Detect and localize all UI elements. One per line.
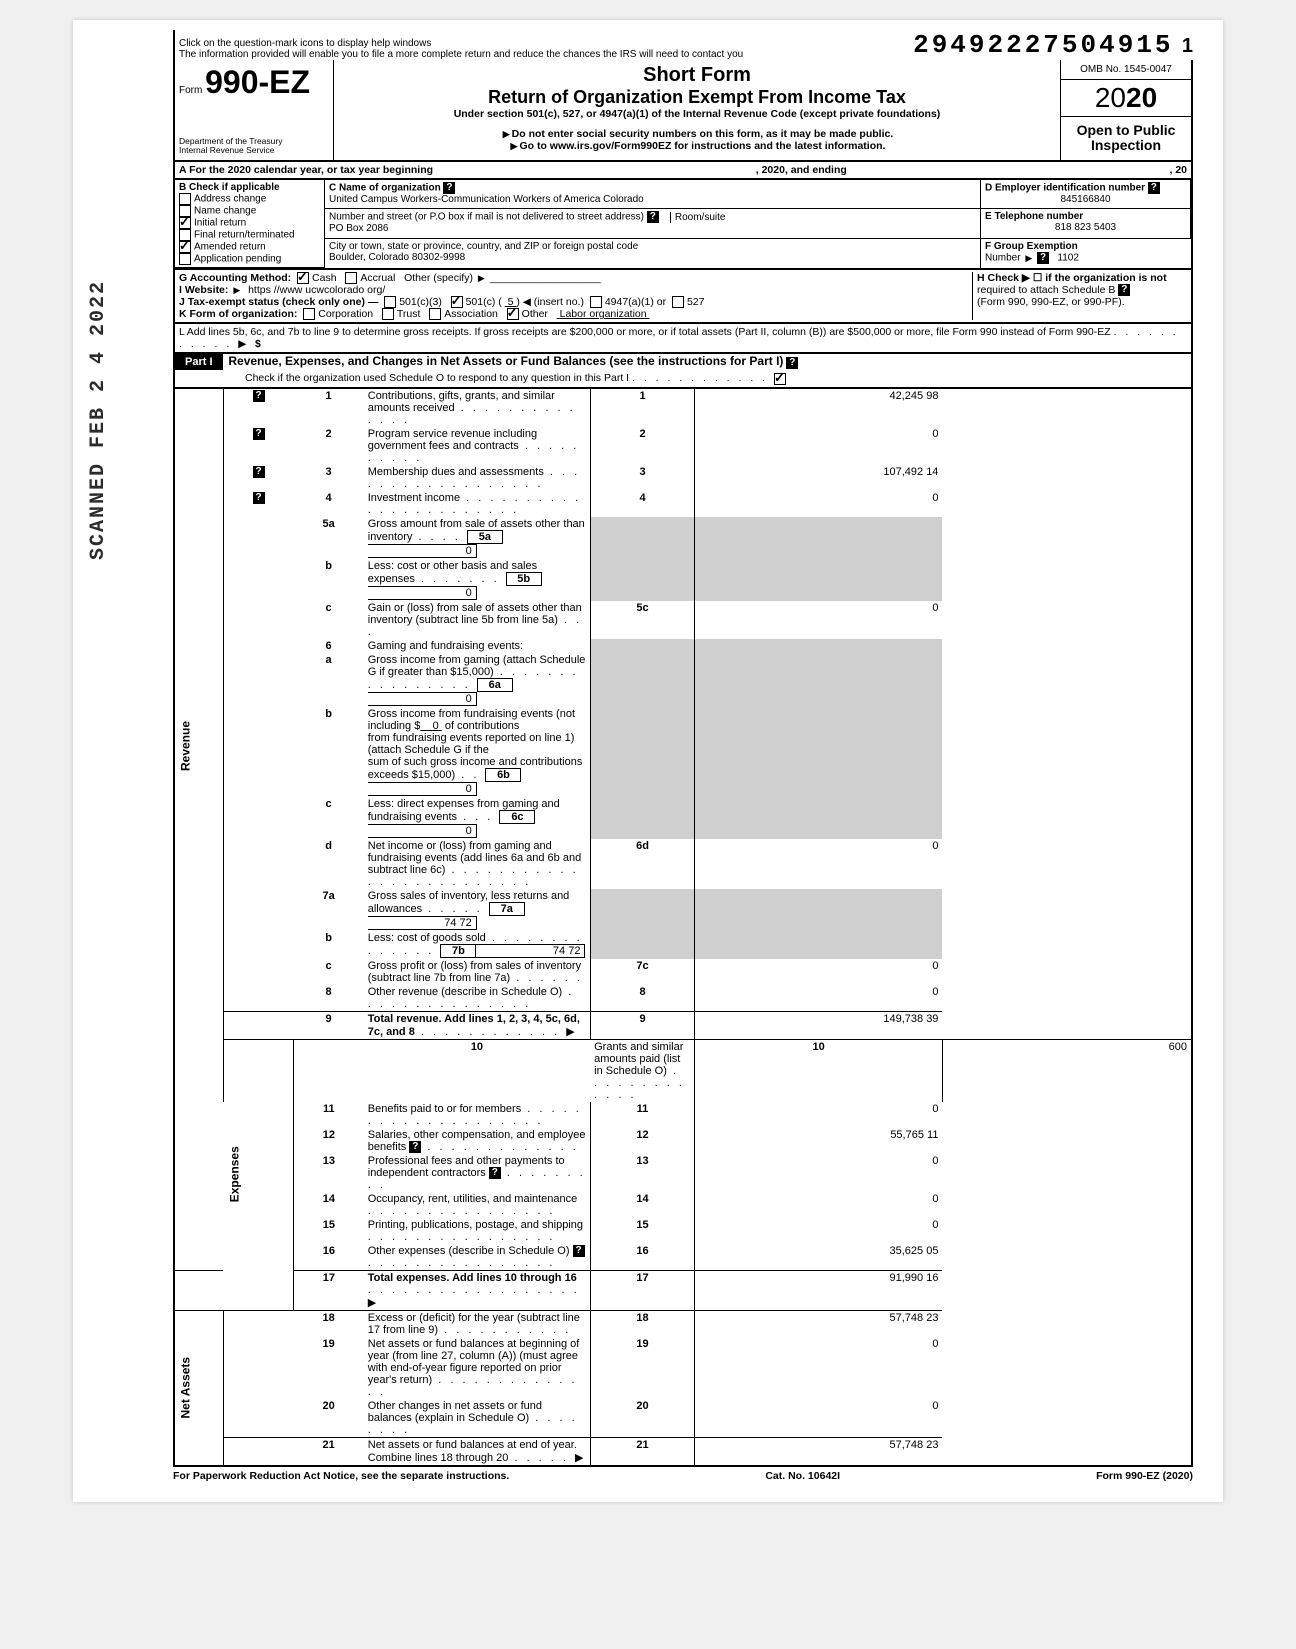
title-under: Under section 501(c), 527, or 4947(a)(1)… [340, 108, 1054, 120]
part-1-header: Part I Revenue, Expenses, and Changes in… [173, 354, 1193, 388]
row-g-h: G Accounting Method: Cash Accrual Other … [173, 270, 1193, 325]
form-number: 990-EZ [205, 64, 310, 100]
box-c-city: City or town, state or province, country… [325, 239, 981, 268]
warn-ssn: Do not enter social security numbers on … [512, 128, 894, 140]
chk-cash[interactable] [297, 272, 309, 284]
chk-501c3[interactable] [384, 296, 396, 308]
section-net-assets: Net Assets [174, 1310, 223, 1466]
box-c-name: C Name of organization ? United Campus W… [325, 180, 981, 210]
box-b: B Check if applicable Address change Nam… [175, 180, 325, 268]
top-hint-row: Click on the question-mark icons to disp… [173, 30, 1193, 60]
section-expenses: Expenses [223, 1039, 293, 1310]
help-icon[interactable]: ? [1118, 284, 1130, 296]
form-page: SCANNED FEB 2 4 2022 Click on the questi… [73, 20, 1223, 1502]
tax-year: 2020 [1061, 80, 1191, 117]
form-word: Form [179, 85, 202, 96]
dept-2: Internal Revenue Service [179, 146, 329, 155]
form-header: Form 990-EZ Department of the Treasury I… [173, 60, 1193, 162]
box-d: D Employer identification number ? 84516… [981, 180, 1191, 210]
help-icon[interactable]: ? [443, 182, 455, 194]
title-return: Return of Organization Exempt From Incom… [340, 87, 1054, 108]
section-revenue: Revenue [174, 389, 223, 1102]
help-icon[interactable]: ? [786, 357, 798, 369]
chk-501c[interactable] [451, 296, 463, 308]
chk-527[interactable] [672, 296, 684, 308]
hint-1: Click on the question-mark icons to disp… [179, 38, 743, 49]
chk-accrual[interactable] [345, 272, 357, 284]
chk-schedule-o[interactable] [774, 373, 786, 385]
title-short-form: Short Form [340, 64, 1054, 87]
chk-amended[interactable] [179, 241, 191, 253]
help-icon[interactable]: ? [647, 211, 659, 223]
chk-pending[interactable] [179, 253, 191, 265]
page-footer: For Paperwork Reduction Act Notice, see … [173, 1467, 1193, 1482]
row-l: L Add lines 5b, 6c, and 7b to line 9 to … [173, 324, 1193, 354]
scan-stamp: SCANNED FEB 2 4 2022 [87, 280, 110, 560]
chk-4947[interactable] [590, 296, 602, 308]
goto-url: Go to www.irs.gov/Form990EZ for instruct… [519, 140, 885, 152]
box-e: E Telephone number 818 823 5403 [981, 209, 1191, 239]
help-icon[interactable]: ? [1037, 252, 1049, 264]
row-a: A For the 2020 calendar year, or tax yea… [173, 162, 1193, 180]
chk-address[interactable] [179, 193, 191, 205]
hint-2: The information provided will enable you… [179, 49, 743, 60]
omb-number: OMB No. 1545-0047 [1061, 60, 1191, 80]
page-number: 1 [1182, 35, 1193, 57]
entity-grid: B Check if applicable Address change Nam… [173, 180, 1193, 270]
box-f: F Group Exemption Number ? 1102 [981, 239, 1191, 268]
chk-initial[interactable] [179, 217, 191, 229]
box-c-street: Number and street (or P.O box if mail is… [325, 209, 981, 239]
dln-number: 29492227504915 [913, 30, 1173, 60]
open-to-public: Open to Public Inspection [1061, 117, 1191, 160]
help-icon[interactable]: ? [1148, 182, 1160, 194]
part1-table: Revenue ? 1 Contributions, gifts, grants… [173, 389, 1193, 1467]
